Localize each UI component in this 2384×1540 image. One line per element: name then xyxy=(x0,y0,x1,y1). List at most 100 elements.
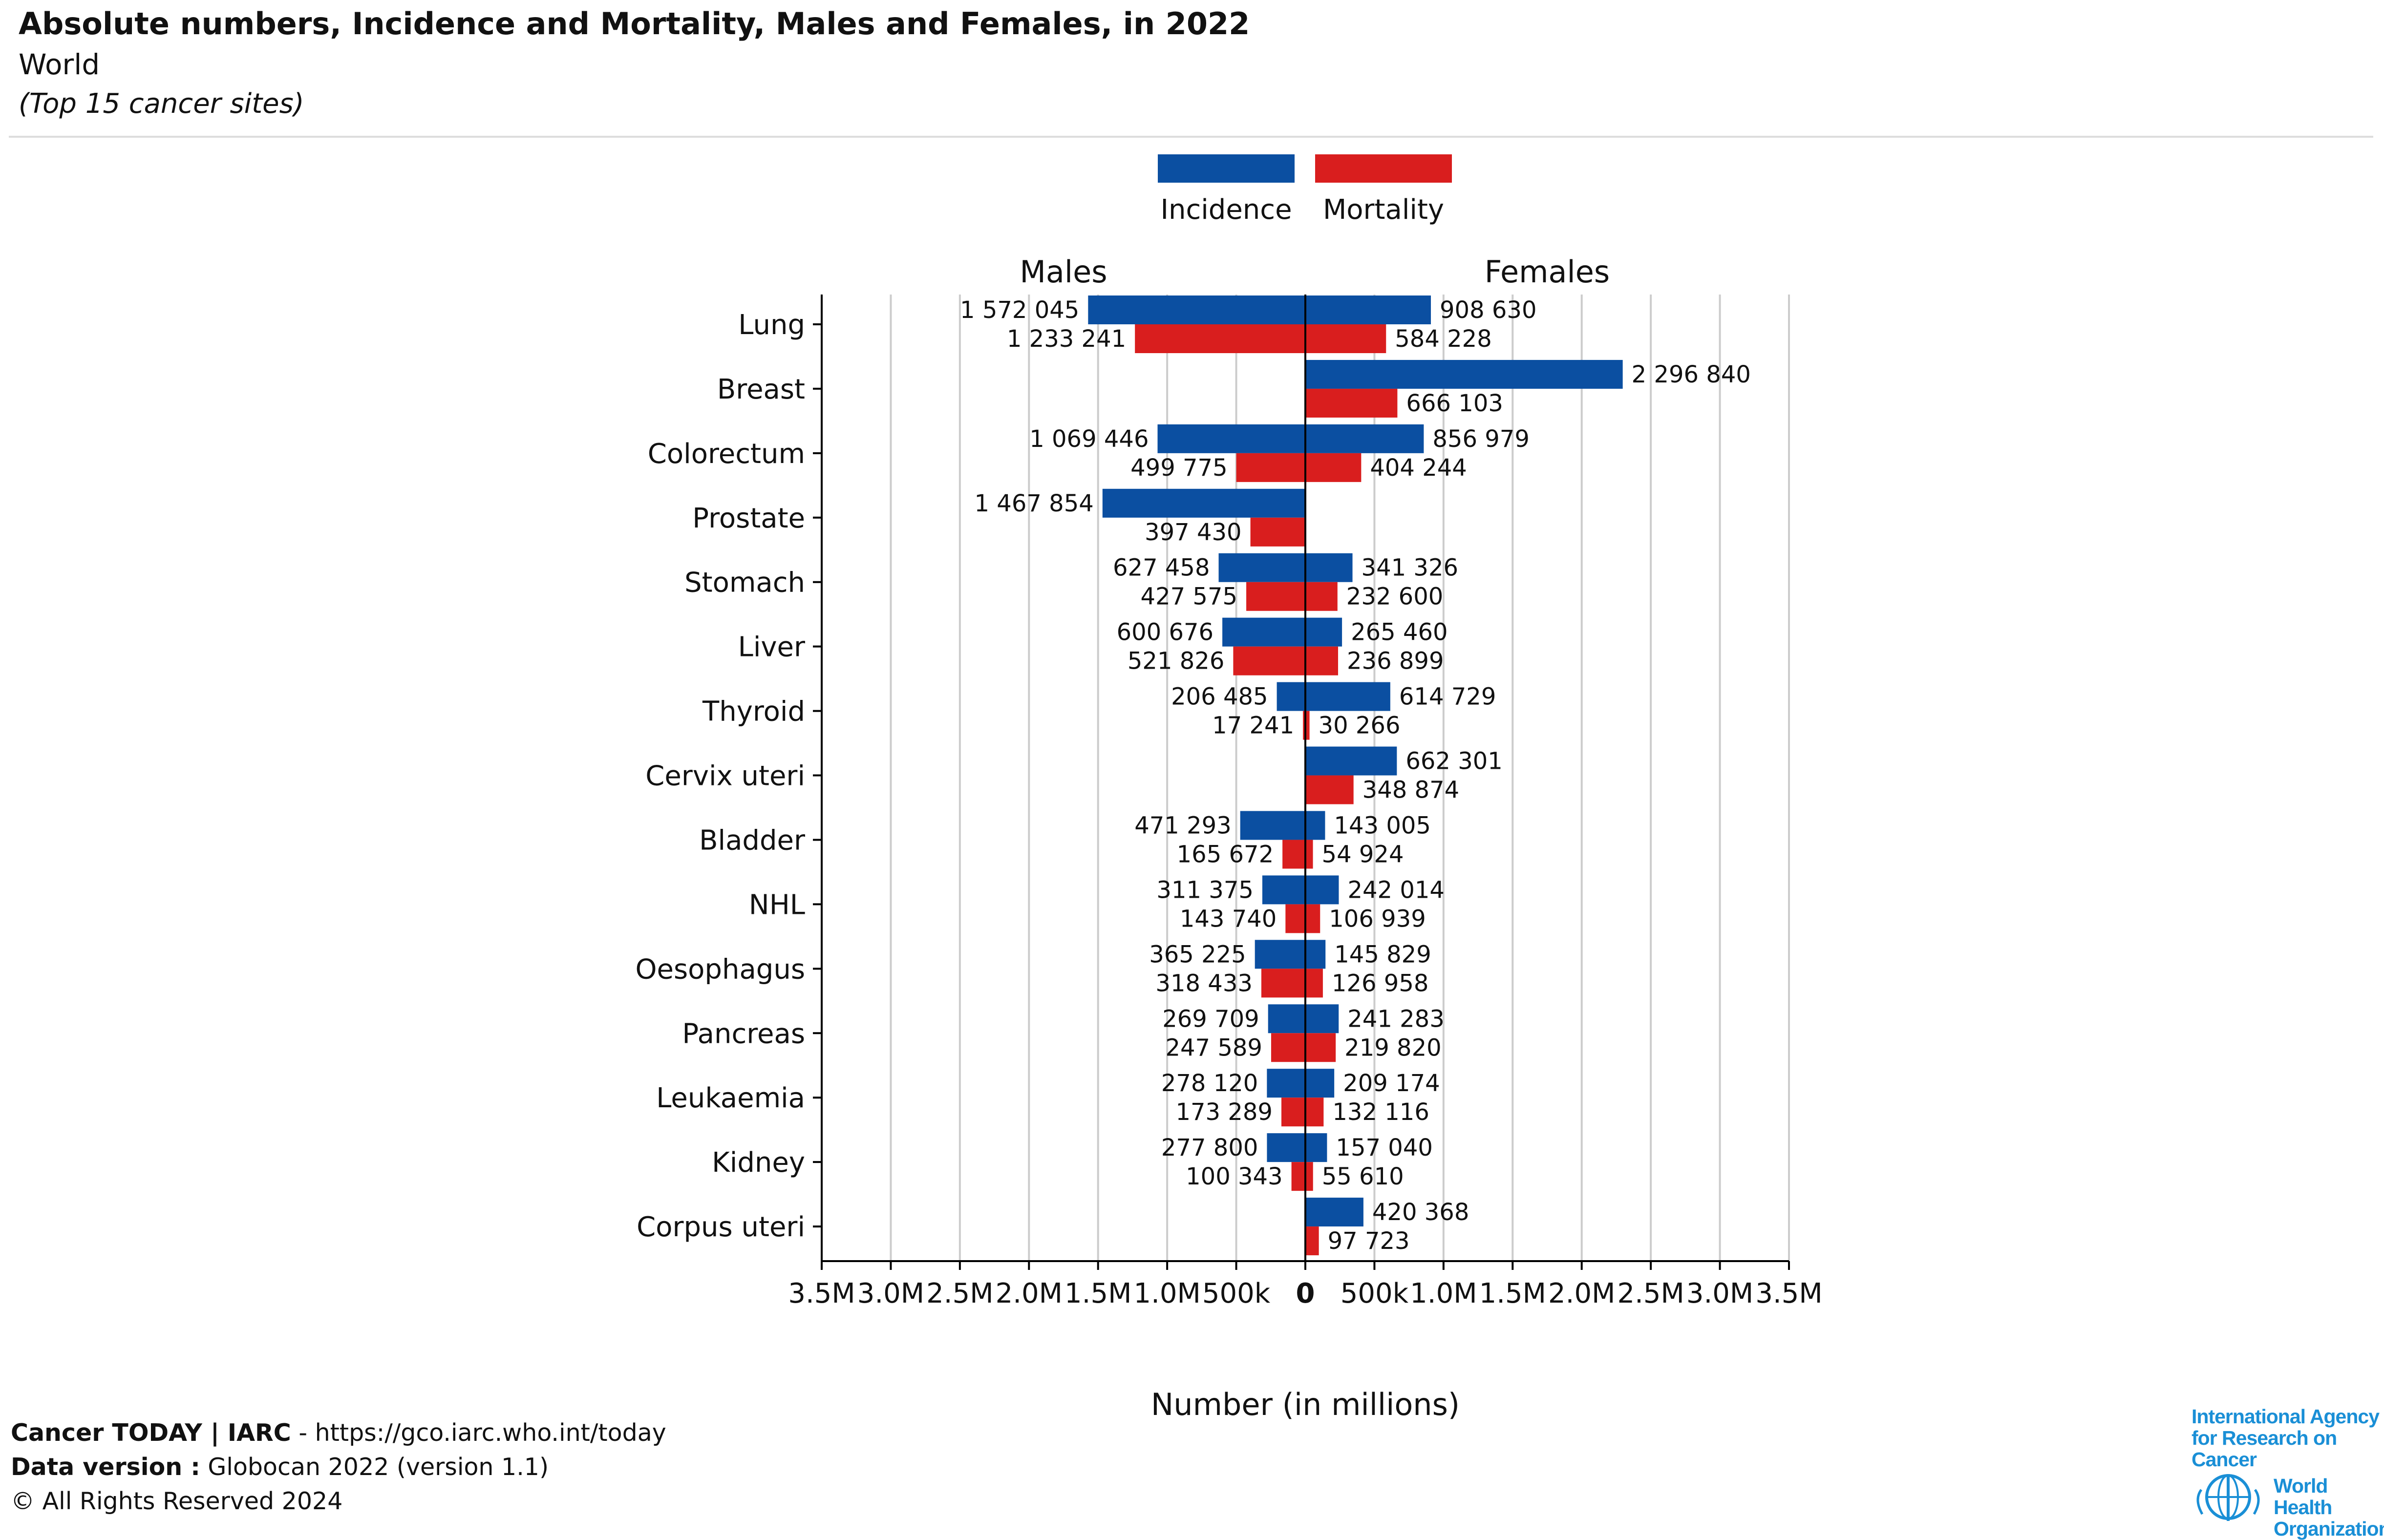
x-tick-label: 3.5M xyxy=(788,1278,855,1309)
female-incidence-label: 420 368 xyxy=(1372,1199,1469,1226)
female-incidence-bar xyxy=(1305,875,1339,905)
male-mortality-label: 173 289 xyxy=(1175,1098,1273,1126)
female-incidence-label: 265 460 xyxy=(1351,619,1448,646)
x-tick-label: 1.5M xyxy=(1064,1278,1131,1309)
legend-label-mortality: Mortality xyxy=(1323,194,1444,226)
footer-version: Data version : Globocan 2022 (version 1.… xyxy=(11,1453,549,1481)
male-incidence-label: 1 572 045 xyxy=(960,296,1079,324)
footer-copyright: © All Rights Reserved 2024 xyxy=(11,1487,343,1515)
category-label: Liver xyxy=(738,632,806,663)
male-mortality-bar xyxy=(1233,646,1305,675)
female-incidence-bar xyxy=(1305,811,1325,840)
legend-swatch-mortality xyxy=(1315,154,1452,183)
male-incidence-label: 311 375 xyxy=(1156,876,1254,904)
female-mortality-bar xyxy=(1305,324,1386,353)
male-mortality-bar xyxy=(1291,1162,1305,1191)
x-tick-label: 500k xyxy=(1341,1278,1409,1309)
female-incidence-label: 614 729 xyxy=(1399,683,1496,711)
category-label: Prostate xyxy=(692,503,805,534)
female-incidence-label: 157 040 xyxy=(1336,1134,1433,1161)
male-mortality-label: 165 672 xyxy=(1177,841,1274,868)
male-incidence-label: 206 485 xyxy=(1171,683,1268,711)
male-incidence-label: 278 120 xyxy=(1161,1070,1258,1097)
female-mortality-bar xyxy=(1305,711,1310,740)
footer-source-bold: Cancer TODAY | IARC xyxy=(11,1419,291,1447)
female-incidence-label: 209 174 xyxy=(1343,1070,1440,1097)
female-mortality-label: 106 939 xyxy=(1329,905,1426,932)
female-mortality-label: 30 266 xyxy=(1319,712,1401,739)
female-mortality-label: 132 116 xyxy=(1332,1098,1429,1126)
female-mortality-label: 348 874 xyxy=(1362,777,1460,804)
male-mortality-bar xyxy=(1261,969,1305,998)
x-tick-label: 2.0M xyxy=(1548,1278,1615,1309)
male-incidence-bar xyxy=(1102,488,1305,518)
male-mortality-label: 100 343 xyxy=(1186,1163,1283,1190)
female-incidence-label: 908 630 xyxy=(1440,296,1537,324)
male-incidence-label: 277 800 xyxy=(1161,1134,1258,1161)
category-label: Leukaemia xyxy=(656,1082,805,1114)
male-incidence-bar xyxy=(1267,1133,1305,1162)
footer-source-url[interactable]: - https://gco.iarc.who.int/today xyxy=(291,1419,666,1447)
female-mortality-bar xyxy=(1305,904,1320,933)
who-logo-line1: World Health xyxy=(2274,1475,2332,1519)
female-mortality-bar xyxy=(1305,775,1354,804)
category-label: Breast xyxy=(717,374,805,405)
female-incidence-label: 662 301 xyxy=(1405,748,1503,775)
category-label: Lung xyxy=(738,309,805,341)
female-mortality-bar xyxy=(1305,969,1323,998)
female-mortality-label: 232 600 xyxy=(1346,583,1444,611)
male-incidence-label: 1 467 854 xyxy=(975,490,1094,517)
category-label: Kidney xyxy=(712,1147,805,1179)
female-mortality-label: 97 723 xyxy=(1328,1227,1410,1255)
who-emblem-icon xyxy=(2196,1474,2260,1521)
category-label: Oesophagus xyxy=(635,953,805,985)
male-incidence-label: 365 225 xyxy=(1149,941,1246,968)
category-label: Stomach xyxy=(684,567,805,599)
female-mortality-bar xyxy=(1305,646,1339,675)
female-incidence-bar xyxy=(1305,940,1326,969)
female-mortality-bar xyxy=(1305,1162,1313,1191)
female-incidence-bar xyxy=(1305,617,1342,647)
female-incidence-bar xyxy=(1305,1069,1335,1098)
x-tick-label: 3.5M xyxy=(1755,1278,1822,1309)
female-incidence-bar xyxy=(1305,1004,1339,1034)
female-incidence-bar xyxy=(1305,1198,1363,1227)
male-mortality-bar xyxy=(1282,840,1305,869)
female-mortality-label: 236 899 xyxy=(1347,648,1444,675)
x-tick-label: 2.5M xyxy=(926,1278,993,1309)
category-label: NHL xyxy=(749,889,805,921)
who-logo: World Health Organization xyxy=(2274,1475,2384,1540)
male-mortality-label: 397 430 xyxy=(1145,519,1242,546)
male-incidence-bar xyxy=(1218,553,1305,582)
legend-swatch-incidence xyxy=(1158,154,1295,183)
female-incidence-label: 145 829 xyxy=(1334,941,1431,968)
female-incidence-bar xyxy=(1305,746,1397,776)
chart-note: (Top 15 cancer sites) xyxy=(19,88,304,120)
male-mortality-bar xyxy=(1285,904,1305,933)
chart-subtitle: World xyxy=(19,48,100,81)
female-mortality-label: 584 228 xyxy=(1395,325,1492,353)
x-tick-label: 2.0M xyxy=(996,1278,1063,1309)
female-mortality-label: 126 958 xyxy=(1332,970,1429,997)
male-mortality-bar xyxy=(1271,1033,1305,1062)
iarc-logo-line2: for Research on Cancer xyxy=(2192,1427,2337,1471)
x-tick-label: 3.0M xyxy=(857,1278,924,1309)
x-tick-label: 2.5M xyxy=(1617,1278,1684,1309)
female-incidence-label: 341 326 xyxy=(1362,554,1459,582)
female-mortality-bar xyxy=(1305,1226,1319,1256)
male-mortality-bar xyxy=(1135,324,1305,353)
female-mortality-bar xyxy=(1305,1033,1336,1062)
male-incidence-label: 627 458 xyxy=(1113,554,1210,582)
male-incidence-bar xyxy=(1268,1004,1305,1034)
footer-version-bold: Data version : xyxy=(11,1453,200,1481)
female-incidence-label: 143 005 xyxy=(1334,812,1431,839)
x-tick-label: 3.0M xyxy=(1686,1278,1753,1309)
male-mortality-label: 247 589 xyxy=(1165,1034,1262,1061)
male-incidence-bar xyxy=(1255,940,1305,969)
male-incidence-bar xyxy=(1267,1069,1305,1098)
male-mortality-bar xyxy=(1246,582,1305,611)
female-mortality-bar xyxy=(1305,582,1338,611)
category-label: Pancreas xyxy=(682,1018,805,1050)
